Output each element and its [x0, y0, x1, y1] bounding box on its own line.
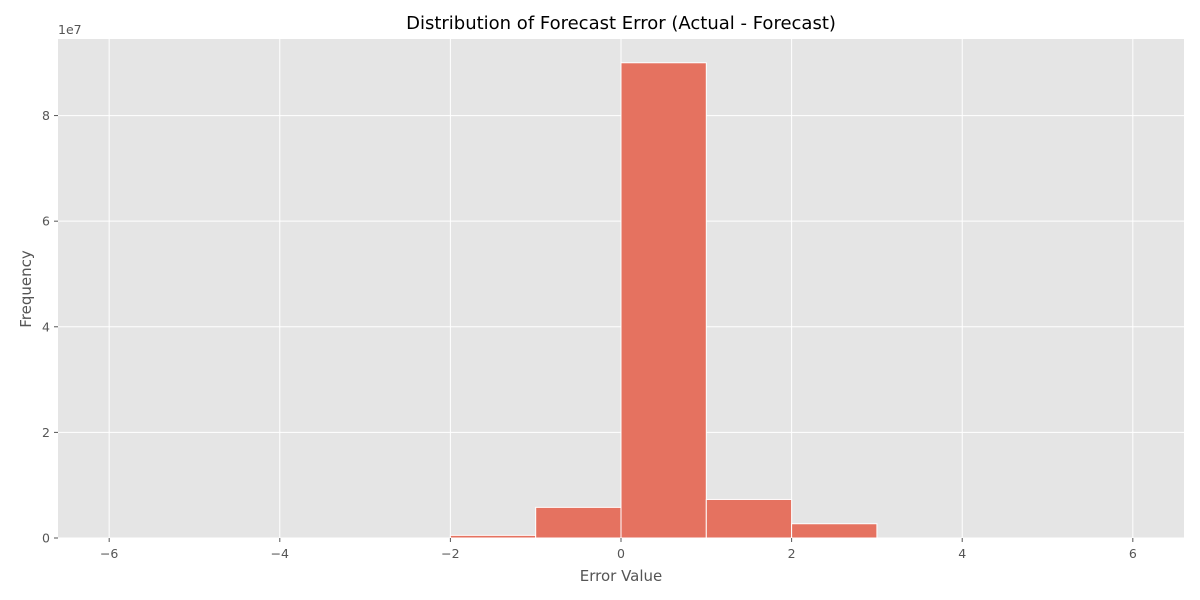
- x-tick-label: 0: [617, 546, 625, 561]
- x-tick-label: 2: [788, 546, 796, 561]
- y-axis-offset-label: 1e7: [58, 22, 82, 37]
- histogram-bar: [535, 506, 622, 539]
- y-tick-label: 2: [42, 425, 50, 440]
- x-axis-label: Error Value: [580, 567, 663, 585]
- histogram-bar: [449, 534, 537, 539]
- histogram-bars: [449, 62, 878, 539]
- y-tick-label: 6: [42, 214, 50, 229]
- histogram-bar: [620, 62, 707, 539]
- x-tick-label: −6: [100, 546, 118, 561]
- y-tick-label: 0: [42, 531, 50, 546]
- x-tick-label: −2: [441, 546, 459, 561]
- x-tick-label: −4: [271, 546, 289, 561]
- x-axis-ticks: −6 −4 −2 0 2 4 6: [100, 538, 1137, 561]
- y-axis-ticks: 0 2 4 6 8: [42, 108, 58, 546]
- histogram-bar: [705, 498, 793, 539]
- y-axis-label: Frequency: [17, 250, 35, 328]
- histogram-bar: [791, 523, 878, 539]
- x-tick-label: 4: [958, 546, 966, 561]
- x-tick-label: 6: [1129, 546, 1137, 561]
- y-tick-label: 8: [42, 108, 50, 123]
- chart-title: Distribution of Forecast Error (Actual -…: [406, 13, 836, 34]
- y-tick-label: 4: [42, 319, 50, 334]
